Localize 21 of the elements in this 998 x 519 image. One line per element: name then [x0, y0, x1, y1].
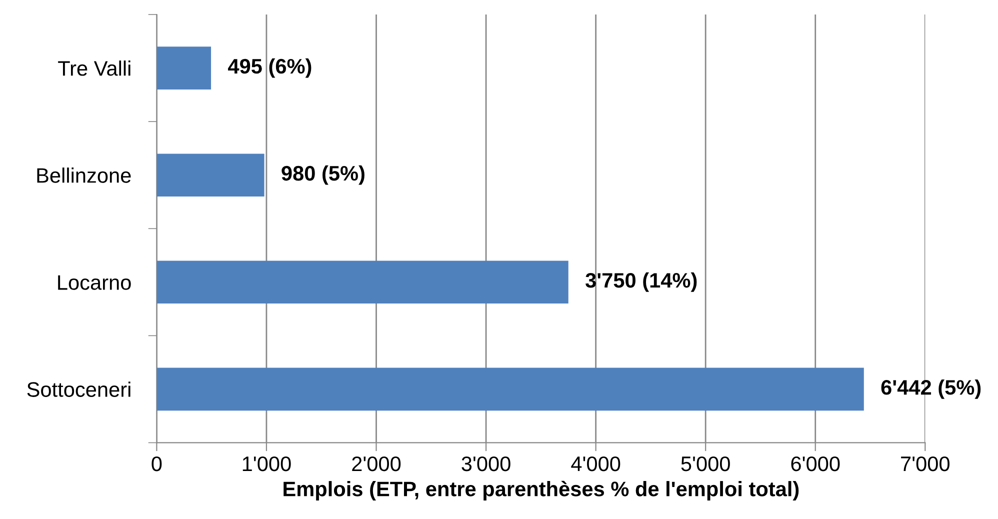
bar: [156, 260, 568, 304]
x-tick-label: 3'000: [462, 456, 510, 472]
data-label: 495 (6%): [228, 58, 312, 78]
y-tick-label: Bellinzone: [37, 168, 131, 183]
bar: [156, 46, 212, 90]
y-tick-label: Locarno: [58, 275, 131, 290]
x-tick-label: 0: [152, 456, 162, 472]
x-tick-label: 5'000: [681, 456, 730, 472]
x-axis-title: Emplois (ETP, entre parenthèses % de l'emploi total): [284, 480, 799, 500]
data-label: 6'442 (5%): [881, 379, 981, 399]
y-tick-label: Tre Valli: [58, 60, 130, 76]
data-label: 980 (5%): [282, 165, 364, 185]
x-tick-label: 4'000: [571, 456, 620, 472]
x-tick-label: 2'000: [352, 456, 401, 472]
data-label: 3'750 (14%): [586, 272, 697, 292]
x-tick-label: 1'000: [242, 456, 291, 472]
x-tick-label: 6'000: [791, 456, 840, 472]
bar: [156, 154, 264, 197]
x-tick-label: 7'000: [901, 456, 950, 472]
bar: [156, 368, 864, 411]
y-tick-label: Sottoceneri: [27, 382, 130, 397]
